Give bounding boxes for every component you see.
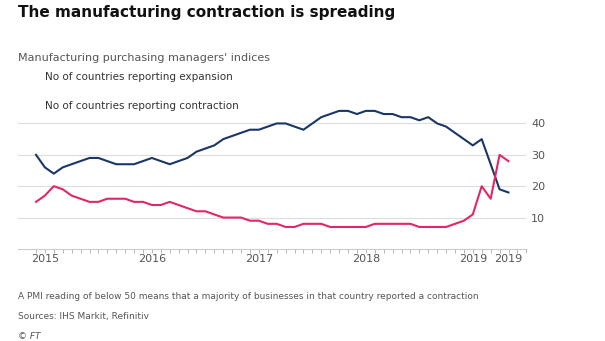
Text: A PMI reading of below 50 means that a majority of businesses in that country re: A PMI reading of below 50 means that a m… bbox=[18, 292, 479, 300]
Text: No of countries reporting contraction: No of countries reporting contraction bbox=[45, 101, 239, 111]
Text: Manufacturing purchasing managers' indices: Manufacturing purchasing managers' indic… bbox=[18, 53, 270, 63]
Text: Sources: IHS Markit, Refinitiv: Sources: IHS Markit, Refinitiv bbox=[18, 312, 149, 321]
Text: The manufacturing contraction is spreading: The manufacturing contraction is spreadi… bbox=[18, 5, 396, 20]
Text: © FT: © FT bbox=[18, 332, 41, 341]
Text: No of countries reporting expansion: No of countries reporting expansion bbox=[45, 72, 233, 82]
